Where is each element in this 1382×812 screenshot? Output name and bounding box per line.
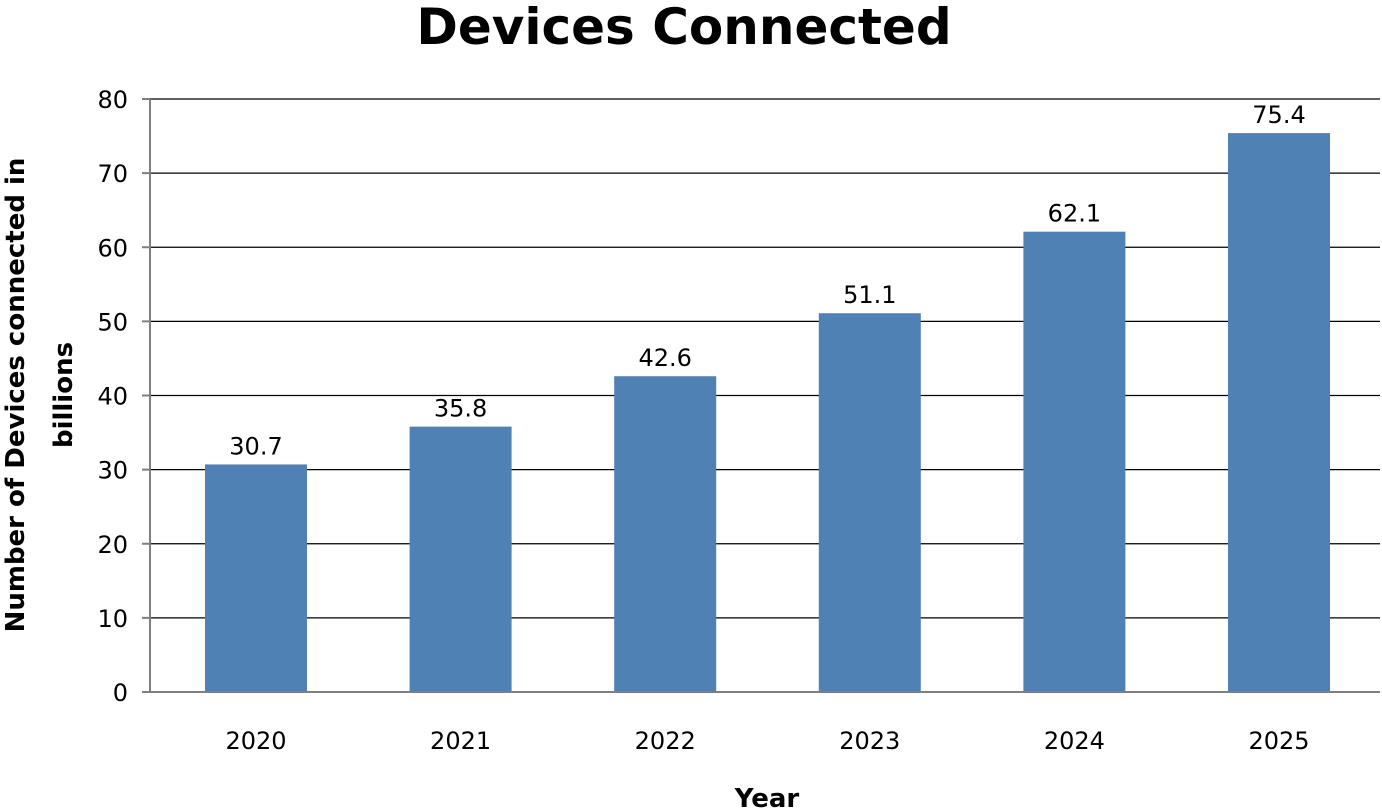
chart-title: Devices Connected [416, 0, 951, 56]
bar-2023 [818, 313, 921, 692]
y-axis-title-line-1: Number of Devices connected in [1, 158, 31, 633]
x-tick-label-2023: 2023 [839, 727, 900, 755]
x-tick-label-2024: 2024 [1044, 727, 1105, 755]
x-tick-label-2022: 2022 [635, 727, 696, 755]
y-tick-label-70: 70 [97, 160, 128, 188]
y-tick-labels: 0 10 20 30 40 50 60 70 80 [97, 86, 128, 707]
axes [142, 98, 1380, 693]
data-label-2020: 30.7 [229, 432, 282, 460]
gridlines [150, 98, 1380, 619]
bar-2022 [614, 376, 717, 692]
y-tick-label-50: 50 [97, 308, 128, 336]
y-tick-label-60: 60 [97, 234, 128, 262]
data-label-2025: 75.4 [1252, 101, 1305, 129]
data-label-2021: 35.8 [434, 395, 487, 423]
x-tick-labels: 2020 2021 2022 2023 2024 2025 [225, 727, 1309, 755]
y-tick-label-80: 80 [97, 86, 128, 114]
bar-2021 [409, 426, 512, 692]
x-axis-title: Year [734, 784, 800, 812]
data-label-2023: 51.1 [843, 281, 896, 309]
data-labels: 30.7 35.8 42.6 51.1 62.1 75.4 [229, 101, 1305, 460]
bar-2025 [1228, 133, 1330, 692]
y-tick-label-10: 10 [97, 605, 128, 633]
y-tick-label-0: 0 [113, 679, 128, 707]
y-tick-label-40: 40 [97, 383, 128, 411]
x-tick-label-2025: 2025 [1248, 727, 1309, 755]
y-tick-label-20: 20 [97, 531, 128, 559]
y-tick-label-30: 30 [97, 457, 128, 485]
x-tick-label-2020: 2020 [225, 727, 286, 755]
data-label-2024: 62.1 [1048, 200, 1101, 228]
y-axis-title: Number of Devices connected in billions [1, 158, 79, 633]
bar-2024 [1023, 231, 1126, 692]
bars [205, 133, 1330, 692]
bar-2020 [205, 464, 307, 692]
x-tick-label-2021: 2021 [430, 727, 491, 755]
y-axis-title-line-2: billions [49, 342, 79, 448]
data-label-2022: 42.6 [638, 344, 691, 372]
